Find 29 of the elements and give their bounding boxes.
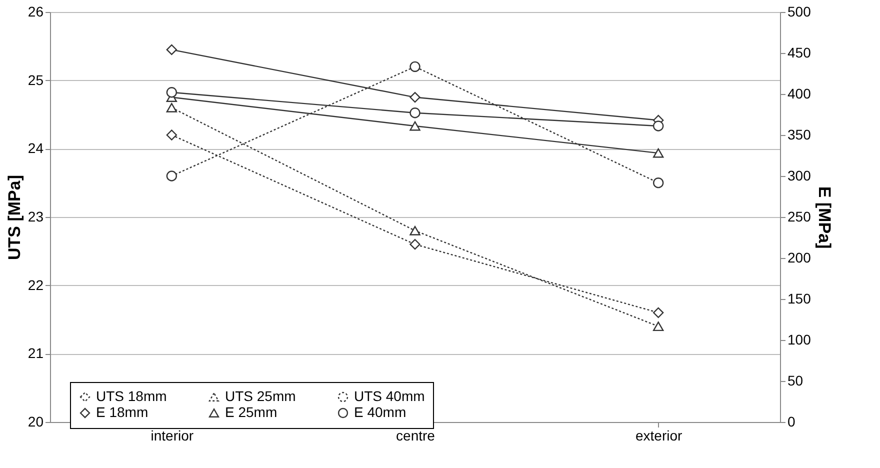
legend-label: UTS 18mm [96, 388, 167, 404]
y-tick-label: 23 [28, 208, 44, 224]
legend-label: E 25mm [225, 404, 278, 420]
y2-axis-title: E [MPa] [814, 186, 834, 249]
x-tick-label: exterior [635, 428, 683, 444]
legend-label: E 40mm [354, 404, 406, 420]
x-tick-label: centre [396, 428, 436, 444]
y-tick-label: 20 [28, 414, 44, 430]
y-tick-label: 22 [28, 276, 44, 293]
y2-tick-label: 500 [788, 4, 812, 20]
y2-tick-label: 100 [788, 332, 812, 348]
legend-label: E 18mm [96, 404, 148, 420]
legend-label: UTS 40mm [354, 388, 425, 404]
y-tick-label: 24 [28, 140, 44, 156]
y-axis-title: UTS [MPa] [4, 175, 24, 260]
y2-tick-label: 300 [788, 168, 812, 184]
y2-tick-label: 450 [788, 44, 812, 60]
y-tick-label: 25 [28, 72, 44, 88]
y2-tick-label: 0 [788, 414, 796, 430]
y2-tick-label: 50 [788, 372, 804, 388]
legend-label: UTS 25mm [225, 388, 296, 404]
x-tick-label: interior [150, 428, 194, 444]
y2-tick-label: 350 [788, 126, 812, 142]
y-tick-label: 26 [28, 4, 44, 20]
y2-tick-label: 400 [788, 86, 812, 102]
y-tick-label: 21 [28, 345, 44, 362]
y2-tick-label: 250 [788, 208, 812, 224]
y2-tick-label: 150 [788, 290, 812, 306]
y2-tick-label: 200 [788, 250, 812, 266]
